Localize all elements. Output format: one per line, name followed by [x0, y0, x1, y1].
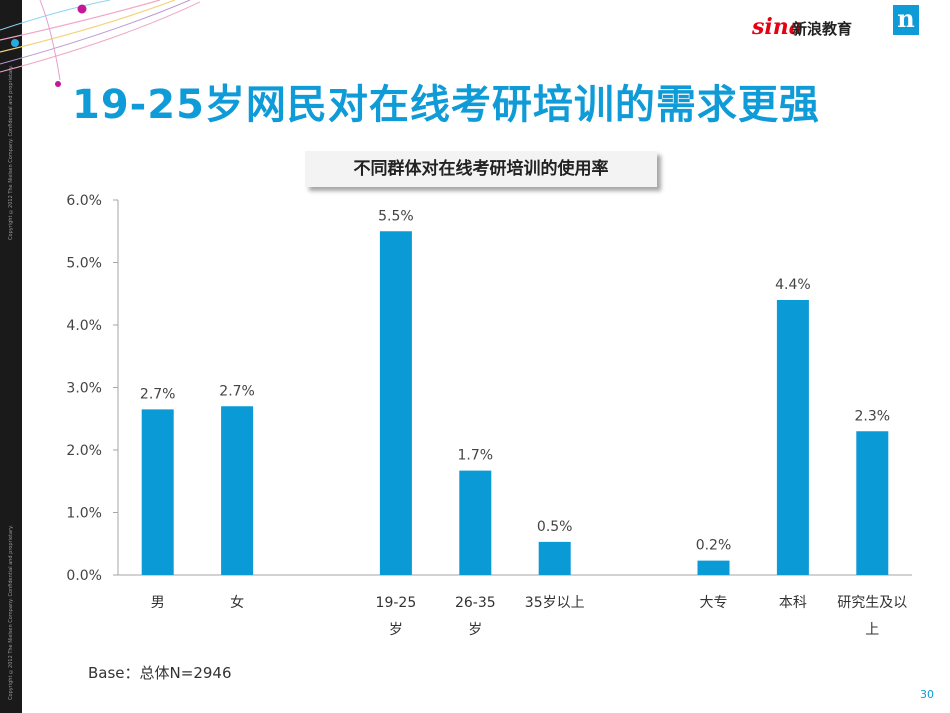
data-label: 2.7%: [140, 386, 176, 402]
decorative-lines: [0, 0, 200, 87]
data-label: 1.7%: [458, 448, 494, 464]
x-tick-label: 岁: [389, 622, 403, 638]
slide-title: 19-25岁网民对在线考研培训的需求更强: [72, 82, 820, 128]
y-tick-label: 1.0%: [66, 506, 102, 522]
sina-logo: sina 新浪教育: [752, 10, 872, 40]
y-tick-label: 4.0%: [66, 318, 102, 334]
y-tick-label: 0.0%: [66, 568, 102, 584]
bar: [221, 406, 254, 575]
base-note: Base：总体N=2946: [88, 664, 232, 682]
y-tick-label: 2.0%: [66, 443, 102, 459]
bar: [856, 431, 889, 575]
y-tick-label: 6.0%: [66, 193, 102, 209]
data-label: 0.2%: [696, 538, 732, 554]
x-tick-label: 35岁以上: [525, 595, 585, 611]
data-label: 5.5%: [378, 208, 414, 224]
x-tick-label: 岁: [468, 622, 482, 638]
x-tick-label: 女: [230, 594, 244, 611]
sina-logo-subtitle: 新浪教育: [792, 20, 853, 38]
left-strip: Copyright ©2012 The Nielsen Company. Con…: [0, 0, 22, 713]
data-label: 4.4%: [775, 277, 811, 293]
bar: [379, 231, 412, 575]
y-tick-label: 3.0%: [66, 381, 102, 397]
x-tick-label: 研究生及以: [837, 595, 907, 611]
sina-logo-word: sina: [752, 14, 803, 40]
data-label: 2.3%: [855, 408, 891, 424]
data-label: 0.5%: [537, 519, 573, 535]
nielsen-logo: n: [893, 5, 919, 35]
x-tick-label: 19-25: [376, 595, 417, 611]
x-tick-label: 上: [865, 622, 879, 638]
bar: [141, 409, 174, 575]
x-tick-label: 男: [151, 595, 165, 611]
x-tick-label: 26-35: [455, 595, 496, 611]
data-label: 2.7%: [219, 383, 255, 399]
bar: [697, 560, 730, 575]
chart-title: 不同群体对在线考研培训的使用率: [305, 151, 657, 187]
bar: [538, 541, 571, 575]
bar: [776, 300, 809, 575]
x-tick-label: 本科: [779, 595, 807, 611]
x-tick-label: 大专: [700, 595, 728, 611]
page-number: 30: [920, 688, 934, 701]
y-tick-label: 5.0%: [66, 256, 102, 272]
bar: [459, 470, 492, 575]
